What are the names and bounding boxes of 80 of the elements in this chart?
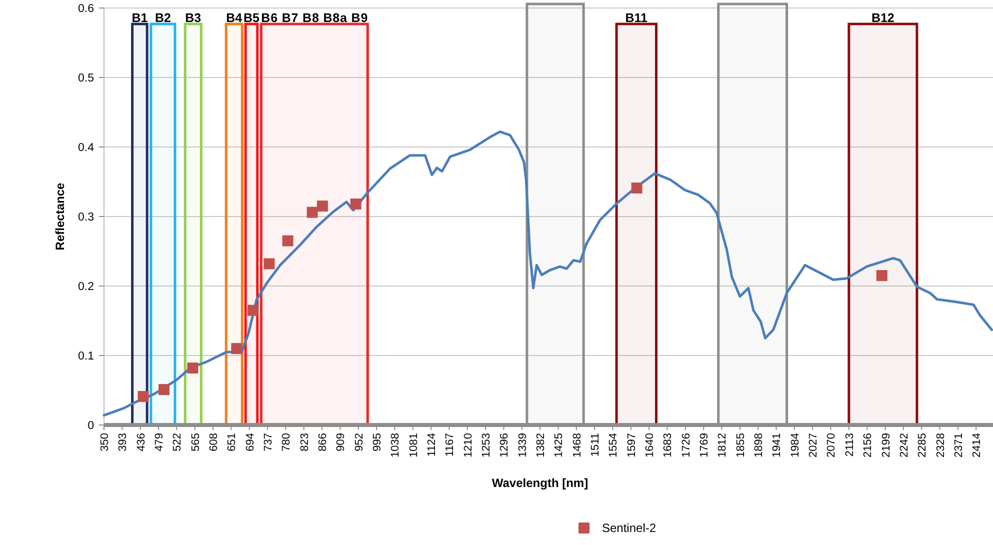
x-tick-label: 2328 [934,433,947,458]
x-tick-label: 608 [208,433,220,452]
band-label: B2 [154,10,171,25]
x-tick-label: 2113 [844,433,856,457]
point [158,384,170,396]
point [876,270,888,282]
x-tick-label: 393 [117,433,130,452]
line-series [102,130,993,417]
band-label: B6 B7 B8 B8a B9 [261,10,368,25]
band-label: B4 [226,10,242,25]
x-tick-label: 479 [154,433,166,452]
x-tick-label: 909 [335,433,348,452]
x-tick-label: 522 [172,433,184,452]
point [187,362,198,374]
x-tick-label: 1597 [626,433,638,458]
x-tick-label: 651 [226,433,238,452]
band-label: B1 [132,10,148,25]
x-tick-label: 1038 [390,433,402,458]
y-tick-label: 0.5 [78,72,94,84]
point [316,200,328,212]
point [350,198,362,210]
x-tick-label: 694 [244,433,256,452]
x-tick-label: 2156 [862,433,874,458]
legend-label: Sentinel-2 [602,521,656,535]
x-tick-label: 1425 [553,433,566,458]
x-tick-label: 1554 [608,433,620,458]
y-tick-label: 0.2 [78,281,94,293]
point [306,206,318,218]
x-tick-label: 1984 [789,433,802,458]
x-tick-label: 2199 [880,433,892,458]
x-tick-label: 1210 [462,433,474,458]
point [264,258,275,270]
point [248,304,259,316]
x-tick-label: 1898 [753,433,766,458]
x-tick-label: 1640 [644,433,656,458]
x-axis-title: Wavelength [nm] [492,476,588,490]
x-tick-label: 823 [298,433,311,452]
x-tick-label: 1769 [698,433,711,458]
x-tick-label: 2414 [971,433,984,458]
point [138,391,149,402]
y-tick-label: 0.6 [78,3,94,15]
x-tick-label: 1296 [498,433,511,458]
band-label: B12 [871,10,894,25]
x-tick-label: 2242 [898,433,910,458]
x-tick-label: 436 [135,433,148,452]
x-tick-label: 1511 [590,433,602,457]
x-tick-label: 1726 [680,433,692,458]
y-tick-label: 0.4 [78,142,95,154]
x-tick-label: 1683 [662,433,674,458]
x-tick-label: 1812 [716,433,729,458]
y-tick-label: 0 [88,420,94,432]
x-tick-label: 995 [372,433,384,452]
x-tick-label: 565 [190,433,202,452]
x-tick-label: 2371 [952,433,965,458]
x-tick-label: 350 [99,433,111,452]
band-label: B5 [243,10,260,25]
x-tick-label: 1339 [516,433,529,458]
x-tick-label: 952 [353,433,366,452]
x-tick-label: 737 [262,433,275,452]
band-label: B3 [185,10,202,25]
x-tick-label: 780 [280,433,293,452]
x-tick-label: 1382 [535,433,548,458]
point [631,182,642,194]
x-tick-label: 866 [317,433,330,452]
x-tick-label: 1468 [571,433,584,458]
y-axis-title: Reflectance [53,182,67,250]
x-tick-label: 1124 [426,433,438,457]
band-label: B11 [625,10,648,25]
point [282,235,294,246]
x-tick-label: 2285 [916,433,929,458]
x-tick-label: 1167 [444,433,456,457]
y-tick-label: 0.3 [78,212,94,224]
point [231,343,242,354]
x-tick-label: 1855 [734,433,747,458]
x-tick-label: 2070 [826,433,838,458]
x-tick-label: 1081 [408,433,420,458]
x-tick-label: 2027 [808,433,820,458]
x-tick-label: 1253 [480,433,493,458]
x-tick-label: 1941 [771,433,784,458]
y-tick-label: 0.1 [78,350,94,362]
